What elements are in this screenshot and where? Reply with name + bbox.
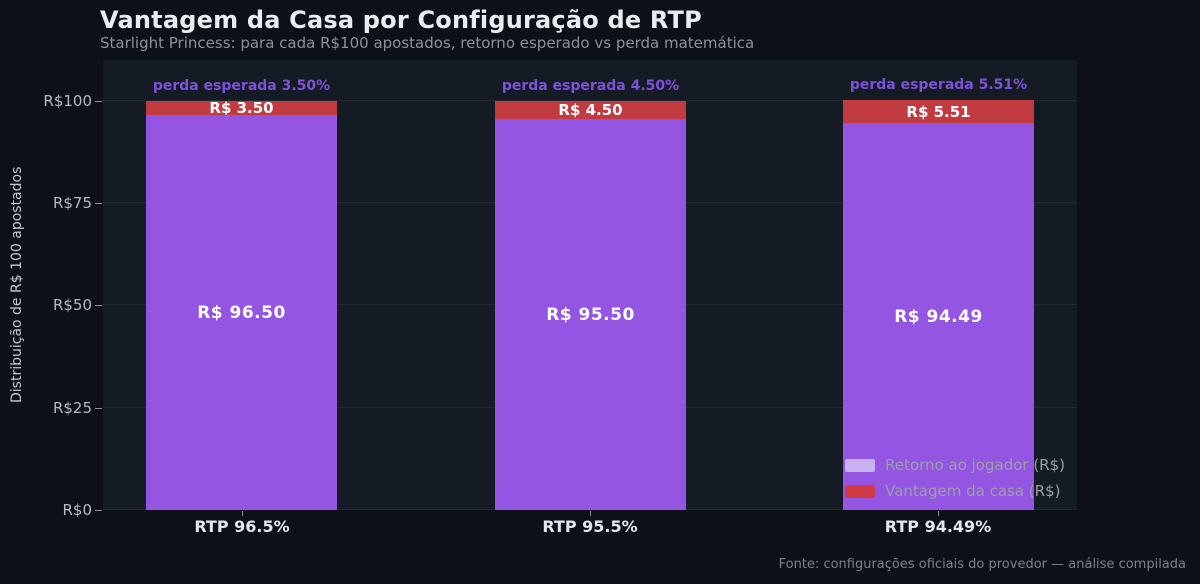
expected-loss-annotation: perda esperada 5.51% (849, 77, 1028, 93)
player-return-value-label: R$ 95.50 (546, 304, 635, 325)
player-return-segment: R$ 96.50 (146, 115, 337, 510)
player-return-segment: R$ 95.50 (495, 119, 686, 510)
bar-group-rtp-95-5: perda esperada 4.50% R$ 4.50 R$ 95.50 (495, 78, 686, 510)
plot-area: perda esperada 3.50% R$ 3.50 R$ 96.50 pe… (103, 60, 1077, 510)
legend: Retorno ao jogador (R$) Vantagem da casa… (845, 456, 1065, 500)
y-tick-label: R$50 (52, 296, 92, 314)
y-tick-label: R$25 (52, 399, 92, 417)
x-tick-label-rtp-96-5: RTP 96.5% (194, 517, 290, 536)
y-tick-mark (95, 408, 102, 409)
y-tick-label: R$100 (43, 92, 92, 110)
house-edge-value-label: R$ 3.50 (209, 99, 274, 117)
source-footnote: Fonte: configurações oficiais do provedo… (778, 557, 1186, 572)
expected-loss-annotation: perda esperada 3.50% (152, 78, 331, 94)
house-edge-value-label: R$ 4.50 (558, 101, 623, 119)
x-tick-label-rtp-94-49: RTP 94.49% (884, 517, 992, 536)
legend-item-house-edge: Vantagem da casa (R$) (845, 482, 1065, 500)
bar-group-rtp-94-49: perda esperada 5.51% R$ 5.51 R$ 94.49 (843, 77, 1034, 510)
y-tick-mark (95, 203, 102, 204)
house-edge-segment: R$ 4.50 (495, 101, 686, 119)
house-edge-segment: R$ 5.51 (843, 100, 1034, 123)
y-tick-label: R$0 (62, 501, 92, 519)
chart-subtitle: Starlight Princess: para cada R$100 apos… (100, 34, 755, 52)
legend-label-house-edge: Vantagem da casa (R$) (885, 482, 1061, 500)
y-tick-mark (95, 101, 102, 102)
legend-item-player-return: Retorno ao jogador (R$) (845, 456, 1065, 474)
y-tick-label: R$75 (52, 194, 92, 212)
x-tick-mark (590, 511, 591, 516)
legend-swatch-house-icon (845, 484, 876, 498)
y-tick-mark (95, 510, 102, 511)
player-return-value-label: R$ 94.49 (894, 306, 983, 327)
x-tick-mark (938, 511, 939, 516)
player-return-segment: R$ 94.49 (843, 123, 1034, 510)
legend-label-player-return: Retorno ao jogador (R$) (885, 456, 1065, 474)
player-return-value-label: R$ 96.50 (197, 302, 286, 323)
house-edge-value-label: R$ 5.51 (906, 102, 971, 121)
legend-swatch-player-icon (845, 458, 876, 472)
y-axis-title: Distribuição de R$ 100 apostados (9, 166, 25, 404)
x-tick-mark (242, 511, 243, 516)
bar-group-rtp-96-5: perda esperada 3.50% R$ 3.50 R$ 96.50 (146, 78, 337, 510)
gridline (103, 100, 1077, 101)
x-tick-label-rtp-95-5: RTP 95.5% (542, 517, 638, 536)
chart-title: Vantagem da Casa por Configuração de RTP (100, 6, 702, 34)
expected-loss-annotation: perda esperada 4.50% (501, 78, 680, 94)
house-edge-segment: R$ 3.50 (146, 99, 337, 117)
y-tick-mark (95, 305, 102, 306)
